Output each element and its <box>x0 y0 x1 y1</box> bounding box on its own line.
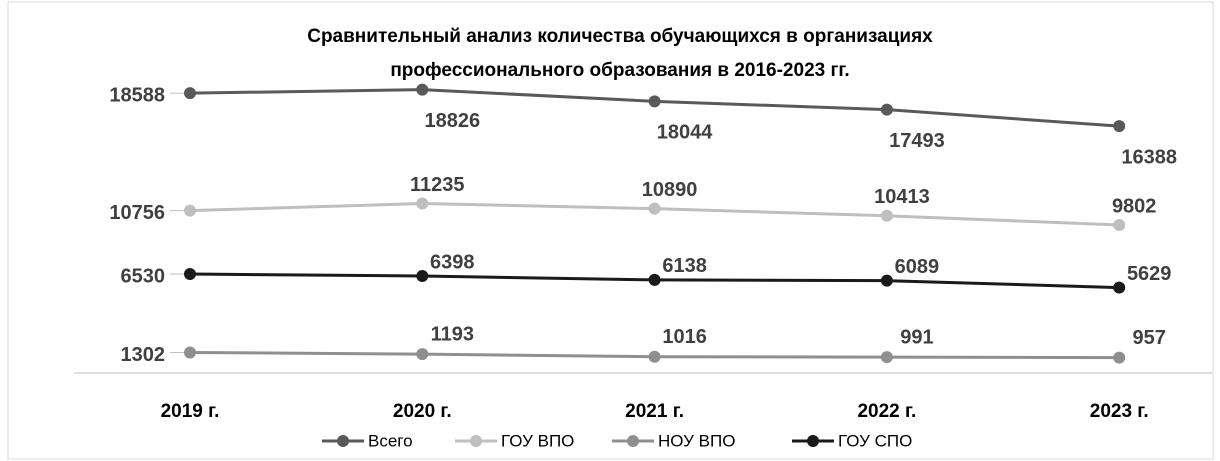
point <box>648 273 661 286</box>
point <box>648 350 661 363</box>
legend-label: Всего <box>368 431 413 450</box>
x-tick-label: 2023 г. <box>1090 401 1149 422</box>
point <box>416 197 429 210</box>
point <box>1113 218 1126 231</box>
data-label: 957 <box>1133 327 1166 349</box>
data-label: 17493 <box>889 130 945 152</box>
data-label: 11235 <box>410 174 465 196</box>
legend-marker <box>337 435 349 447</box>
data-label: 1302 <box>121 344 166 366</box>
chart-border <box>7 1 1214 460</box>
data-label: 5629 <box>1127 263 1172 285</box>
x-tick-label: 2021 г. <box>625 401 684 422</box>
data-label: 991 <box>900 326 933 348</box>
point <box>1113 120 1126 133</box>
legend-label: НОУ ВПО <box>658 431 735 450</box>
data-label: 10890 <box>642 179 698 201</box>
point <box>184 268 196 281</box>
data-label: 10756 <box>109 202 165 224</box>
data-label: 6530 <box>121 265 166 287</box>
point <box>416 83 429 96</box>
data-label: 1016 <box>662 326 707 348</box>
point <box>184 346 196 359</box>
data-label: 18588 <box>109 84 165 106</box>
legend-marker <box>807 435 819 447</box>
point <box>880 209 893 222</box>
data-label: 6089 <box>895 256 940 278</box>
point <box>648 95 661 108</box>
point <box>184 87 196 100</box>
data-label: 6138 <box>662 255 707 277</box>
point <box>1113 281 1126 294</box>
x-tick-label: 2019 г. <box>161 401 220 422</box>
x-tick-label: 2020 г. <box>393 401 452 422</box>
data-label: 10413 <box>874 186 930 208</box>
point <box>880 351 893 364</box>
data-label: 6398 <box>430 251 475 273</box>
legend-label: ГОУ СПО <box>838 431 912 450</box>
point <box>880 274 893 287</box>
legend-marker <box>627 435 639 447</box>
point <box>648 202 661 215</box>
legend-label: ГОУ ВПО <box>501 431 574 450</box>
data-label: 18826 <box>424 110 480 132</box>
chart-title: Сравнительный анализ количества обучающи… <box>307 26 933 47</box>
data-label: 1193 <box>431 323 474 345</box>
x-tick-label: 2022 г. <box>857 401 916 422</box>
legend-marker <box>470 435 482 447</box>
point <box>184 204 196 217</box>
point <box>416 270 429 283</box>
point <box>880 103 893 116</box>
data-label: 18044 <box>657 122 713 144</box>
point <box>416 348 429 361</box>
line-series <box>189 88 1120 128</box>
data-label: 9802 <box>1112 195 1157 217</box>
chart-title: профессионального образования в 2016-202… <box>390 60 849 81</box>
point <box>1113 351 1126 364</box>
data-label: 16388 <box>1121 146 1177 168</box>
